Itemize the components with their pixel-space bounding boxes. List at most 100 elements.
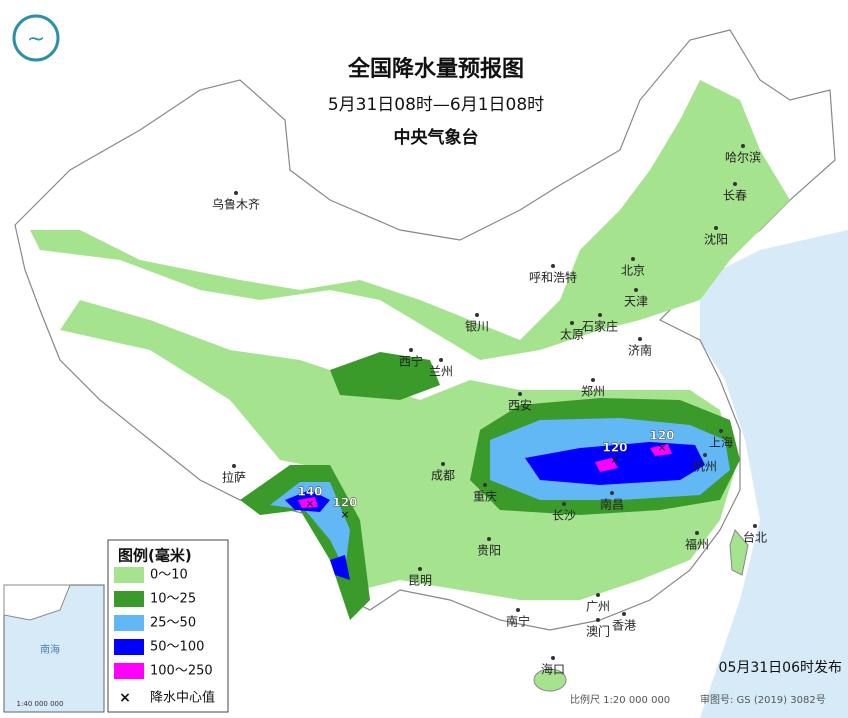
center-symbol: ×	[119, 690, 131, 706]
city-label: 西安	[508, 398, 532, 413]
city-dot	[622, 612, 626, 616]
city-label: 南宁	[506, 614, 530, 629]
legend-swatch	[114, 663, 144, 679]
city-label: 成都	[431, 469, 455, 483]
city-dot	[634, 288, 638, 292]
city-label: 济南	[628, 343, 652, 358]
center-value: 120	[332, 496, 357, 510]
city-dot	[232, 464, 236, 468]
release-time: 05月31日06时发布	[719, 660, 842, 676]
legend: 图例(毫米) × 降水中心值 0～10 10～25 25～50 50～100 100～2…	[107, 539, 229, 713]
period: 5月31日08时—6月1日08时	[328, 95, 544, 115]
agency: 中央气象台	[394, 127, 479, 148]
city-dot	[741, 144, 745, 148]
center-label: 降水中心值	[150, 690, 215, 706]
city-dot	[562, 502, 566, 506]
title: 全国降水量预报图	[347, 56, 524, 82]
city-label: 乌鲁木齐	[212, 197, 260, 212]
rain-areas	[30, 80, 790, 620]
sea	[700, 230, 848, 718]
city-dot	[719, 429, 723, 433]
city-label: 重庆	[473, 490, 497, 504]
city-dot	[418, 567, 422, 571]
legend-swatch	[114, 615, 144, 631]
scale: 比例尺 1:20 000 000	[570, 693, 670, 706]
legend-label: 0～10	[150, 568, 188, 583]
logo	[12, 14, 60, 62]
legend-swatch	[114, 591, 144, 607]
city-dot	[234, 191, 238, 195]
rain-area	[60, 300, 735, 600]
city-label: 杭州	[693, 459, 717, 474]
city-label: 石家庄	[582, 319, 618, 334]
center-marker: ×	[657, 441, 666, 454]
city-dot	[409, 348, 413, 352]
center-value: 120	[602, 441, 627, 455]
city-label: 郑州	[581, 384, 605, 399]
city-label: 拉萨	[222, 470, 246, 485]
review-number: 审图号: GS (2019) 3082号	[700, 693, 826, 706]
city-label: 西宁	[399, 354, 423, 369]
center-value: 140	[297, 485, 322, 499]
rain-area	[650, 444, 672, 456]
city-label: 澳门	[586, 624, 610, 639]
city-dot	[631, 257, 635, 261]
legend-label: 100～250	[150, 664, 213, 679]
city-dot	[638, 337, 642, 341]
center-marker: ×	[305, 497, 314, 510]
city-dot	[570, 321, 574, 325]
city-label: 沈阳	[704, 232, 728, 247]
center-marker: ×	[340, 508, 349, 521]
city-dot	[518, 392, 522, 396]
city-dot	[591, 378, 595, 382]
city-label: 哈尔滨	[725, 150, 761, 165]
city-label: 兰州	[429, 365, 453, 379]
legend-label: 10～25	[150, 592, 196, 607]
legend-swatch	[114, 639, 144, 655]
city-dot	[487, 537, 491, 541]
city-dot	[703, 453, 707, 457]
city-dot	[598, 313, 602, 317]
center-marker: ×	[610, 453, 619, 466]
city-dot	[441, 462, 445, 466]
city-dot	[753, 524, 757, 528]
city-label: 银川	[465, 320, 489, 334]
city-label: 长沙	[552, 509, 576, 523]
city-label: 南昌	[600, 497, 624, 512]
legend-label: 25～50	[150, 616, 196, 631]
city-dot	[483, 483, 487, 487]
rain-area	[30, 80, 790, 360]
city-dot	[439, 358, 443, 362]
city-label: 海口	[541, 662, 565, 677]
center-value: 120	[649, 429, 674, 443]
legend-swatch	[114, 567, 144, 583]
city-label: 香港	[612, 619, 636, 633]
inset-scale: 1:40 000 000	[17, 700, 64, 708]
city-label: 长春	[723, 189, 747, 203]
inset-land	[3, 584, 71, 621]
legend-label: 50～100	[150, 640, 204, 655]
city-label: 福州	[685, 537, 709, 552]
city-dot	[475, 313, 479, 317]
rain-area	[330, 352, 440, 400]
rain-area	[298, 497, 318, 508]
hainan	[533, 668, 567, 692]
city-dot	[516, 608, 520, 612]
city-label: 台北	[743, 530, 767, 545]
rain-area	[330, 555, 350, 580]
city-label: 上海	[709, 435, 733, 450]
city-dot	[551, 656, 555, 660]
city-label: 北京	[621, 264, 645, 278]
city-dot	[551, 264, 555, 268]
city-label: 昆明	[408, 574, 432, 588]
logo-mark: ~	[27, 27, 45, 52]
city-label: 贵阳	[477, 544, 501, 558]
city-label: 天津	[624, 295, 648, 309]
city-dot	[610, 491, 614, 495]
city-dot	[695, 531, 699, 535]
inset: 南海 1:40 000 000	[3, 584, 105, 713]
city-dot	[733, 182, 737, 186]
city-label: 广州	[586, 600, 610, 614]
